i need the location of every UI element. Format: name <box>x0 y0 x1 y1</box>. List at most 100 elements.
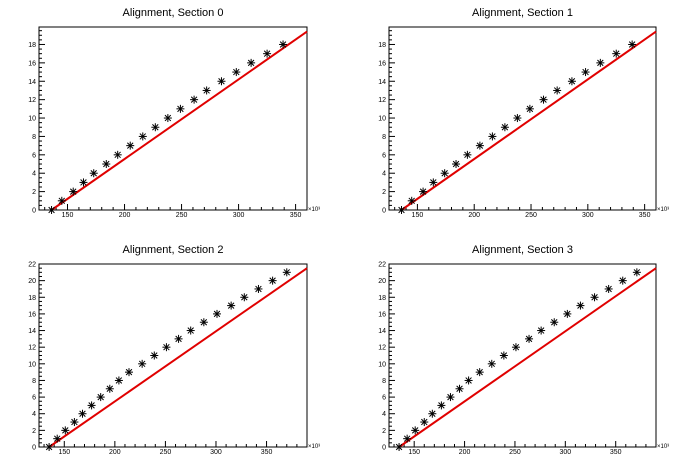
data-point <box>190 95 199 104</box>
data-point <box>440 169 449 178</box>
data-point <box>254 284 263 293</box>
x-multiplier-label: ×10³ <box>308 444 320 450</box>
data-point <box>581 68 590 77</box>
data-point <box>113 150 122 159</box>
data-point <box>395 443 404 451</box>
x-tick-label: 350 <box>261 449 273 456</box>
data-point <box>628 40 637 49</box>
fit-line <box>48 267 308 448</box>
data-point <box>202 86 211 95</box>
data-point <box>618 276 627 285</box>
y-tick-label: 2 <box>32 189 36 196</box>
data-point <box>45 443 54 451</box>
y-tick-label: 14 <box>378 328 386 335</box>
y-tick-label: 6 <box>32 152 36 159</box>
y-tick-label: 16 <box>378 60 386 67</box>
data-point <box>428 409 437 418</box>
data-point <box>500 123 509 132</box>
y-tick-label: 10 <box>28 116 36 123</box>
y-tick-label: 22 <box>378 262 386 269</box>
data-point <box>446 393 455 402</box>
y-tick-label: 0 <box>32 445 36 452</box>
y-tick-label: 14 <box>28 328 36 335</box>
data-point <box>105 384 114 393</box>
y-tick-label: 8 <box>32 134 36 141</box>
data-point <box>126 141 135 150</box>
data-point <box>87 401 96 410</box>
y-tick-label: 0 <box>382 445 386 452</box>
data-point <box>150 351 159 360</box>
data-point <box>61 426 70 435</box>
y-tick-label: 22 <box>28 262 36 269</box>
data-point <box>525 104 534 113</box>
y-tick-label: 2 <box>32 428 36 435</box>
chart-title: Alignment, Section 3 <box>472 244 573 256</box>
data-point <box>57 196 66 205</box>
y-tick-label: 0 <box>382 208 386 215</box>
chart-title: Alignment, Section 1 <box>472 7 573 19</box>
plot-frame <box>388 263 657 448</box>
x-tick-label: 150 <box>62 212 74 219</box>
data-point <box>162 343 171 352</box>
data-point <box>79 178 88 187</box>
y-tick-label: 18 <box>378 42 386 49</box>
x-tick-label: 250 <box>160 449 172 456</box>
chart-panel-0: Alignment, Section 0 0 2 4 6 8 10 12 14 16 18 150 20… <box>28 7 320 219</box>
data-point <box>199 318 208 327</box>
data-point <box>513 114 522 123</box>
x-tick-label: 200 <box>459 449 471 456</box>
y-tick-label: 12 <box>28 97 36 104</box>
chart-title: Alignment, Section 0 <box>123 7 224 19</box>
data-point <box>89 169 98 178</box>
data-point <box>176 104 185 113</box>
chart-title: Alignment, Section 2 <box>123 244 224 256</box>
y-tick-label: 6 <box>32 395 36 402</box>
data-point <box>452 160 461 169</box>
x-tick-label: 300 <box>582 212 594 219</box>
data-point <box>96 393 105 402</box>
data-point <box>163 114 172 123</box>
y-tick-label: 12 <box>378 97 386 104</box>
data-point <box>407 196 416 205</box>
y-tick-label: 4 <box>382 171 386 178</box>
y-tick-label: 6 <box>382 152 386 159</box>
data-point <box>539 95 548 104</box>
data-point <box>487 359 496 368</box>
y-tick-label: 10 <box>378 361 386 368</box>
data-point <box>53 434 62 443</box>
y-tick-label: 20 <box>28 278 36 285</box>
data-point <box>567 77 576 86</box>
data-point <box>488 132 497 141</box>
x-tick-label: 350 <box>639 212 651 219</box>
data-point <box>69 187 78 196</box>
x-tick-label: 300 <box>233 212 245 219</box>
y-tick-label: 8 <box>382 134 386 141</box>
data-point <box>174 334 183 343</box>
data-point <box>138 359 147 368</box>
data-point <box>279 40 288 49</box>
data-point <box>612 49 621 58</box>
data-point <box>411 426 420 435</box>
fit-line <box>398 267 657 448</box>
y-tick-label: 4 <box>32 171 36 178</box>
y-tick-label: 12 <box>28 345 36 352</box>
x-tick-label: 250 <box>525 212 537 219</box>
y-tick-label: 6 <box>382 395 386 402</box>
data-point <box>463 150 472 159</box>
data-point <box>47 206 56 214</box>
data-point <box>563 309 572 318</box>
data-point <box>138 132 147 141</box>
chart-panel-1: Alignment, Section 1 0 2 4 6 8 10 12 14 16 18 150 20… <box>378 7 669 219</box>
chart-panel-2: Alignment, Section 2 0 2 4 6 8 10 12 14 16 18 20 22 1… <box>28 244 320 456</box>
data-point <box>475 141 484 150</box>
x-tick-label: 350 <box>610 449 622 456</box>
x-tick-label: 250 <box>509 449 521 456</box>
y-tick-label: 8 <box>32 378 36 385</box>
y-tick-label: 8 <box>382 378 386 385</box>
x-tick-label: 300 <box>559 449 571 456</box>
x-tick-label: 350 <box>290 212 302 219</box>
y-tick-label: 20 <box>378 278 386 285</box>
data-point <box>550 318 559 327</box>
y-tick-label: 4 <box>32 411 36 418</box>
